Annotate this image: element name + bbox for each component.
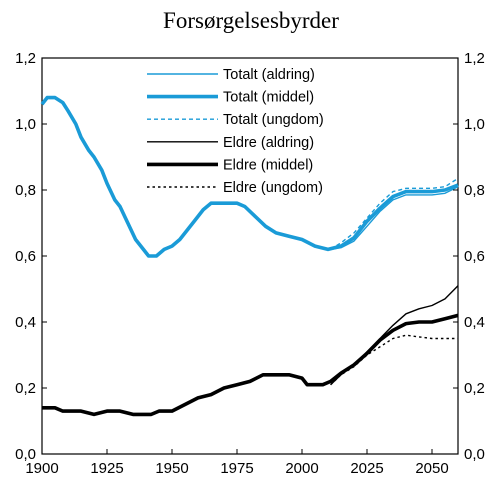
legend-label-0: Totalt (aldring) (223, 67, 315, 83)
series-line-2 (330, 177, 459, 250)
x-tick-label: 2025 (350, 460, 383, 477)
y-tick-label-left: 0,0 (15, 446, 36, 463)
x-tick-label: 2050 (415, 460, 448, 477)
series-layer (40, 95, 459, 417)
y-tick-label-left: 1,2 (15, 50, 36, 67)
x-tick-label: 2000 (285, 460, 318, 477)
y-tick-label-right: 1,0 (464, 116, 485, 133)
legend-label-1: Totalt (middel) (223, 90, 314, 106)
x-tick-label: 1900 (25, 460, 58, 477)
legend-label-4: Eldre (middel) (223, 157, 313, 173)
y-tick-label-right: 0,0 (464, 446, 485, 463)
y-tick-label-right: 0,4 (464, 314, 485, 331)
series-line-5 (330, 334, 458, 386)
legend-label-2: Totalt (ungdom) (223, 112, 324, 128)
x-tick-label: 1950 (155, 460, 188, 477)
legend-label-5: Eldre (ungdom) (223, 180, 323, 196)
y-tick-label-left: 0,4 (15, 314, 36, 331)
y-tick-label-left: 1,0 (15, 116, 36, 133)
legend: Totalt (aldring) Totalt (middel) Totalt (u… (147, 67, 324, 196)
y-tick-label-left: 0,8 (15, 182, 36, 199)
y-tick-label-right: 0,6 (464, 248, 485, 265)
axis-layer: 0,0 0,0 0,2 0,2 0,4 0,4 0,6 0,6 0,8 0,8 1,0 1,0 1,2 1… (15, 50, 485, 477)
series-line-4 (42, 313, 459, 417)
x-tick-label: 1975 (220, 460, 253, 477)
y-tick-label-right: 0,8 (464, 182, 485, 199)
y-tick-label-left: 0,6 (15, 248, 36, 265)
x-tick-label: 1925 (90, 460, 123, 477)
y-tick-label-right: 1,2 (464, 50, 485, 67)
series-line-0 (330, 186, 459, 251)
legend-label-3: Eldre (aldring) (223, 135, 314, 151)
y-tick-label-right: 0,2 (464, 380, 485, 397)
y-tick-label-left: 0,2 (15, 380, 36, 397)
chart-title: Forsørgelsesbyrder (163, 8, 339, 33)
series-line-1 (40, 95, 459, 258)
